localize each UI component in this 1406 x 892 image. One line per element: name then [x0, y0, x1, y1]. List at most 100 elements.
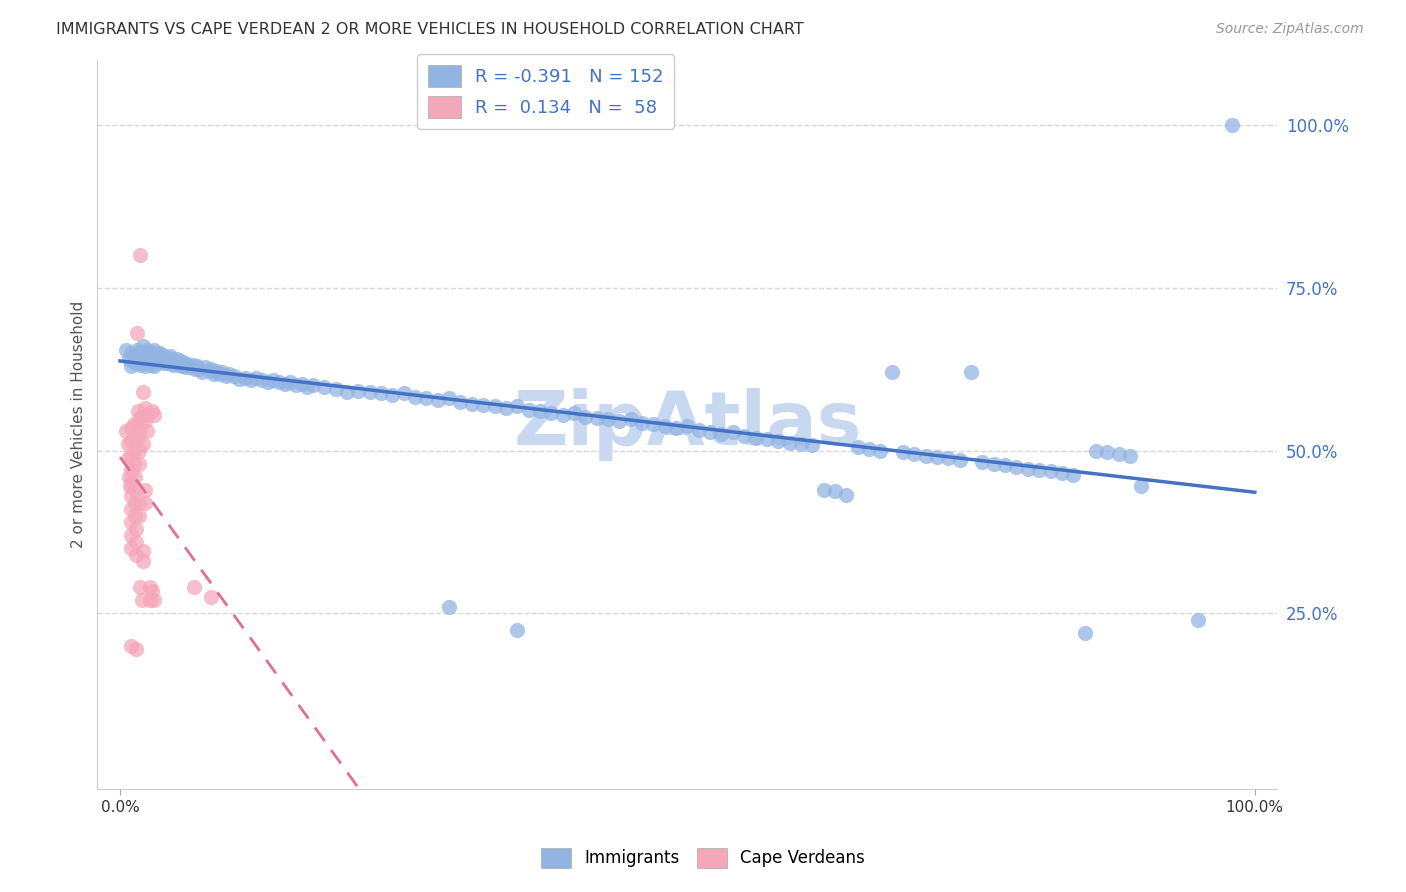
Point	[132, 408, 155, 422]
Text: ZipAtlas: ZipAtlas	[513, 388, 862, 461]
Point	[846, 440, 869, 454]
Point	[134, 351, 156, 365]
Point	[495, 401, 517, 416]
Point	[120, 489, 142, 503]
Point	[190, 365, 212, 379]
Point	[437, 599, 460, 614]
Point	[813, 483, 835, 497]
Point	[122, 457, 145, 471]
Point	[202, 367, 225, 381]
Point	[128, 443, 150, 458]
Point	[472, 398, 495, 412]
Point	[149, 351, 172, 365]
Point	[256, 375, 278, 389]
Point	[141, 352, 163, 367]
Point	[134, 359, 156, 373]
Point	[120, 450, 142, 464]
Point	[200, 590, 222, 604]
Point	[222, 368, 245, 383]
Point	[173, 356, 195, 370]
Point	[138, 580, 160, 594]
Point	[228, 372, 250, 386]
Point	[972, 455, 994, 469]
Point	[136, 408, 159, 422]
Point	[359, 384, 381, 399]
Point	[733, 429, 755, 443]
Point	[205, 364, 228, 378]
Point	[370, 386, 392, 401]
Point	[118, 352, 141, 367]
Point	[120, 434, 142, 448]
Point	[120, 479, 142, 493]
Point	[1130, 479, 1153, 493]
Point	[506, 623, 529, 637]
Point	[117, 437, 139, 451]
Point	[200, 362, 222, 376]
Point	[461, 397, 484, 411]
Point	[858, 442, 880, 457]
Point	[114, 343, 136, 357]
Point	[790, 437, 813, 451]
Point	[273, 377, 295, 392]
Point	[134, 414, 156, 428]
Point	[325, 382, 347, 396]
Point	[181, 358, 204, 372]
Point	[188, 362, 211, 376]
Point	[347, 384, 370, 398]
Point	[620, 412, 643, 426]
Point	[801, 438, 824, 452]
Point	[208, 367, 231, 381]
Point	[245, 370, 267, 384]
Point	[135, 347, 157, 361]
Point	[574, 409, 596, 424]
Point	[278, 375, 301, 389]
Point	[125, 343, 148, 357]
Point	[517, 403, 540, 417]
Point	[654, 418, 676, 433]
Point	[129, 248, 152, 262]
Point	[983, 457, 1005, 471]
Legend: R = -0.391   N = 152, R =  0.134   N =  58: R = -0.391 N = 152, R = 0.134 N = 58	[418, 54, 675, 129]
Point	[145, 352, 167, 367]
Point	[122, 349, 145, 363]
Point	[297, 380, 319, 394]
Point	[128, 457, 150, 471]
Point	[120, 541, 142, 556]
Point	[120, 528, 142, 542]
Point	[302, 378, 325, 392]
Point	[125, 326, 148, 341]
Text: IMMIGRANTS VS CAPE VERDEAN 2 OR MORE VEHICLES IN HOUSEHOLD CORRELATION CHART: IMMIGRANTS VS CAPE VERDEAN 2 OR MORE VEH…	[56, 22, 804, 37]
Point	[262, 373, 284, 387]
Point	[1062, 468, 1084, 483]
Point	[138, 356, 160, 370]
Point	[127, 417, 149, 432]
Point	[194, 360, 217, 375]
Point	[404, 390, 426, 404]
Point	[665, 421, 688, 435]
Point	[869, 443, 891, 458]
Point	[233, 370, 256, 384]
Point	[1097, 445, 1119, 459]
Point	[336, 384, 359, 399]
Point	[172, 359, 194, 373]
Point	[152, 349, 174, 363]
Point	[139, 358, 162, 372]
Point	[291, 377, 314, 392]
Point	[141, 346, 163, 360]
Point	[156, 351, 179, 365]
Point	[1187, 613, 1209, 627]
Point	[134, 483, 156, 497]
Point	[1005, 459, 1028, 474]
Point	[129, 580, 152, 594]
Point	[132, 356, 155, 370]
Point	[437, 392, 460, 406]
Point	[120, 421, 142, 435]
Point	[124, 495, 146, 509]
Point	[267, 375, 290, 389]
Point	[643, 417, 665, 432]
Point	[1073, 625, 1095, 640]
Point	[141, 583, 163, 598]
Point	[143, 593, 166, 607]
Point	[128, 508, 150, 523]
Point	[124, 356, 146, 370]
